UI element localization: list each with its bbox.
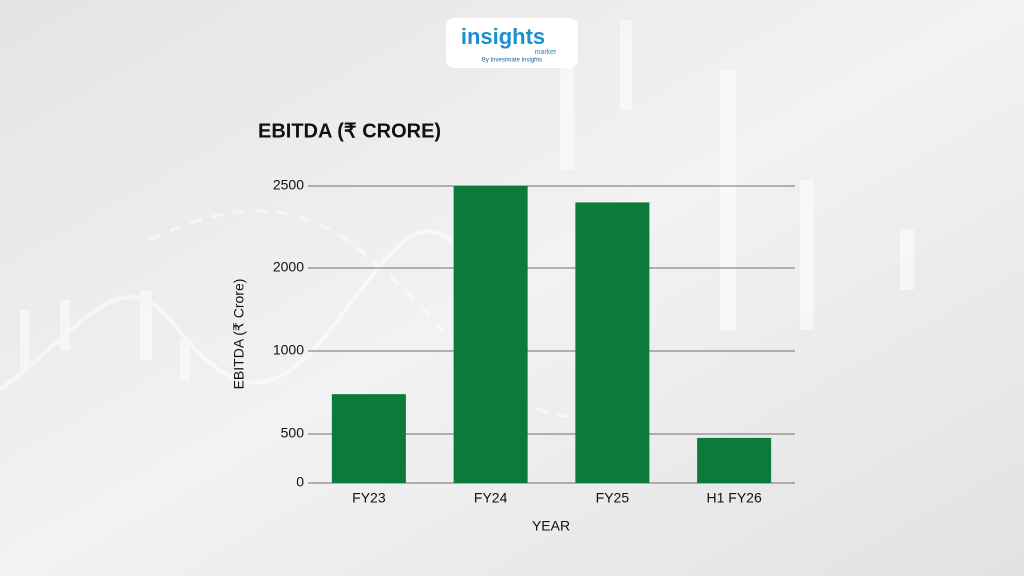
bar: [575, 202, 650, 483]
x-tick-label: FY23: [352, 490, 386, 506]
bar: [453, 186, 528, 483]
x-tick-label: H1 FY26: [707, 490, 762, 506]
y-tick-label: 2500: [273, 177, 304, 193]
x-tick-label: FY24: [474, 490, 508, 506]
decoration: [0, 20, 914, 418]
bar: [331, 394, 406, 483]
logo-sub: market: [535, 49, 556, 56]
x-tick-label: FY25: [596, 490, 630, 506]
y-tick-label: 500: [281, 425, 305, 441]
y-tick-label: 0: [296, 474, 304, 490]
y-axis-label: EBITDA (₹ Crore): [231, 279, 247, 390]
bar: [697, 437, 772, 483]
y-tick-label: 2000: [273, 259, 304, 275]
y-tick-label: 1000: [273, 342, 304, 358]
logo-tagline: By Investmate Insights: [482, 58, 542, 64]
logo-brand: insights: [461, 24, 545, 49]
logo-box: [446, 18, 578, 68]
chart-title: EBITDA (₹ CRORE): [258, 120, 441, 142]
x-axis-label: YEAR: [532, 518, 570, 534]
